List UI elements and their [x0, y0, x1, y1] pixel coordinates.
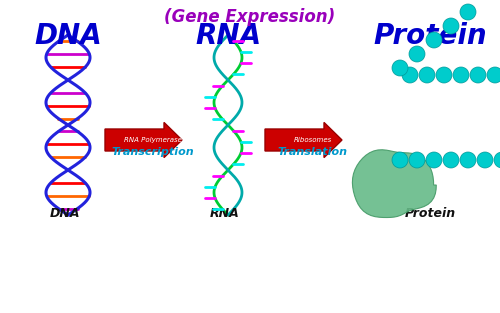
- Circle shape: [494, 152, 500, 168]
- Polygon shape: [352, 150, 436, 218]
- Circle shape: [409, 46, 425, 62]
- Circle shape: [460, 152, 476, 168]
- Text: Ribosomes: Ribosomes: [294, 137, 332, 143]
- Text: Transcription: Transcription: [111, 147, 194, 157]
- Circle shape: [436, 67, 452, 83]
- Circle shape: [470, 67, 486, 83]
- Circle shape: [392, 60, 408, 76]
- Circle shape: [426, 152, 442, 168]
- Text: Translation: Translation: [278, 147, 347, 157]
- Circle shape: [460, 4, 476, 20]
- Text: RNA Polymerase: RNA Polymerase: [124, 137, 182, 143]
- FancyArrow shape: [265, 122, 342, 158]
- Circle shape: [409, 152, 425, 168]
- FancyArrow shape: [105, 122, 182, 158]
- Text: RNA: RNA: [210, 207, 240, 220]
- Circle shape: [477, 152, 493, 168]
- Text: Protein: Protein: [373, 22, 487, 50]
- Circle shape: [426, 32, 442, 48]
- Circle shape: [453, 67, 469, 83]
- Text: RNA: RNA: [195, 22, 261, 50]
- Text: DNA: DNA: [50, 207, 80, 220]
- Circle shape: [402, 67, 418, 83]
- Text: Protein: Protein: [405, 207, 456, 220]
- Circle shape: [443, 152, 459, 168]
- Circle shape: [392, 152, 408, 168]
- Text: (Gene Expression): (Gene Expression): [164, 8, 336, 26]
- Text: DNA: DNA: [34, 22, 102, 50]
- Circle shape: [487, 67, 500, 83]
- Circle shape: [443, 18, 459, 34]
- Circle shape: [419, 67, 435, 83]
